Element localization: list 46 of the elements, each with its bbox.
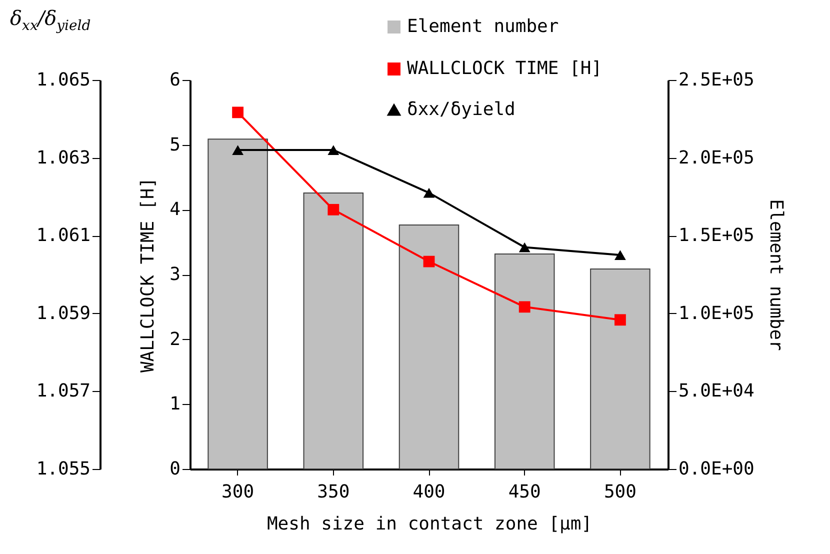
point (518, 242, 530, 252)
y2-tick-label: 1.5E+05 (678, 225, 754, 246)
y2-tick-label: 2.5E+05 (678, 70, 754, 90)
y2-tick-label: 0.0E+00 (678, 458, 754, 480)
y3-tick-label: 1.059 (36, 302, 90, 324)
point (232, 145, 244, 155)
x-tick-label: 300 (222, 482, 254, 502)
x-tick-label: 350 (317, 482, 350, 502)
y-tick-label: 2 (170, 328, 180, 350)
y3-tick-label: 1.065 (36, 70, 90, 90)
x-tick-label: 400 (412, 482, 446, 502)
point (232, 106, 244, 118)
y3-tick-label: 1.063 (36, 147, 90, 168)
point (423, 188, 435, 198)
bar (590, 268, 650, 470)
point (328, 204, 340, 216)
y2-tick-label: 2.0E+05 (678, 147, 754, 168)
y3-tick-label: 1.055 (36, 458, 90, 480)
y-axis-title: WALLCLOCK TIME [H] (138, 177, 159, 373)
x-axis-title: Mesh size in contact zone [μm] (266, 514, 592, 534)
y-tick-label: 4 (170, 199, 180, 220)
x-tick-label: 500 (604, 482, 636, 502)
y2-axis-title: Element number (765, 199, 786, 352)
y2-tick-label: 1.0E+05 (678, 302, 754, 324)
point (328, 145, 340, 155)
y-tick-label: 0 (170, 458, 180, 480)
bar (208, 138, 268, 470)
y-tick-label: 1 (170, 394, 180, 415)
y2-tick-label: 5.0E+04 (678, 380, 754, 402)
y-tick-label: 6 (170, 70, 180, 90)
point (423, 256, 435, 268)
legend-label: WALLCLOCK TIME [H] (407, 58, 602, 79)
point (518, 301, 530, 313)
x-tick-label: 450 (508, 482, 541, 502)
y-tick-label: 3 (170, 264, 180, 285)
point (614, 314, 626, 326)
point (614, 250, 626, 260)
y3-axis-title: δ$_{xx}$/δ$_{yield}$ (10, 6, 91, 34)
bar (398, 224, 460, 470)
legend-label: Element number (407, 16, 559, 37)
bar (494, 253, 555, 470)
y-tick-label: 5 (170, 134, 180, 156)
y3-tick-label: 1.061 (36, 225, 90, 246)
legend-label: δxx/δyield (407, 99, 516, 120)
bar (303, 192, 364, 470)
y3-tick-label: 1.057 (36, 380, 90, 402)
